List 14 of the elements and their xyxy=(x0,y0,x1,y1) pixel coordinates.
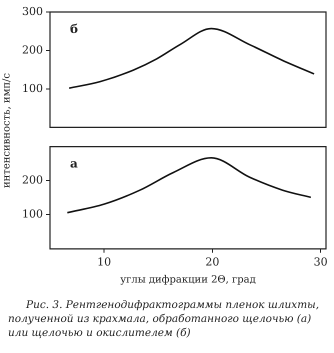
text: Рис. 3. Рентгенодифрактограммы пленок шлихты, полученной из крахмала, обработанного щелочью (а) или щелочью и окислителем (б) xyxy=(8,298,320,340)
x-tick-label: 10 xyxy=(97,255,112,268)
y-tick-label: 100 xyxy=(22,208,43,221)
y-tick-label: 300 xyxy=(22,4,43,18)
x-tick-label: 20 xyxy=(205,255,220,268)
annotation: б xyxy=(70,22,78,36)
x-axis-title: углы дифракции 2Θ, град xyxy=(120,274,256,286)
y-tick-label: 200 xyxy=(22,43,43,56)
line-series xyxy=(66,157,312,214)
x-tick-label: 30 xyxy=(314,255,328,268)
annotation: а xyxy=(70,156,78,171)
y-axis-title: интенсивность, имп/с xyxy=(2,72,12,190)
y-tick-label: 100 xyxy=(22,82,43,95)
y-tick-label: 200 xyxy=(22,174,43,187)
